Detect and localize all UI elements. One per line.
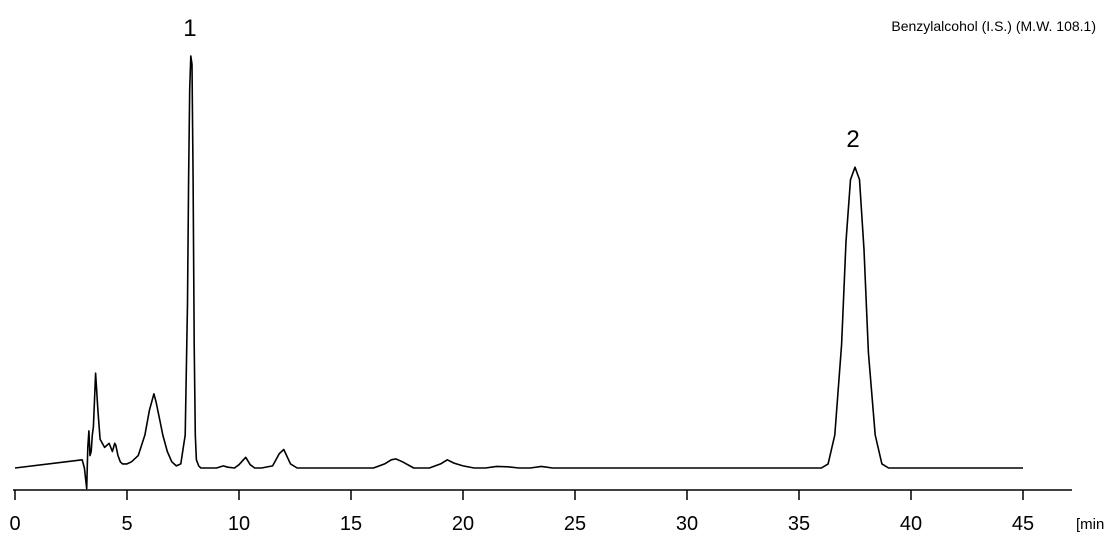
x-tick-label-10: 10 xyxy=(228,513,250,534)
x-tick-label-0: 0 xyxy=(9,513,20,534)
internal-standard-note: Benzylalcohol (I.S.) (M.W. 108.1) xyxy=(891,18,1096,34)
x-tick-label-40: 40 xyxy=(900,513,922,534)
x-axis-label: [min] xyxy=(1076,516,1104,533)
x-tick-label-35: 35 xyxy=(788,513,810,534)
x-tick-label-25: 25 xyxy=(564,513,586,534)
chromatogram-trace xyxy=(14,55,1023,490)
x-tick-label-5: 5 xyxy=(121,513,132,534)
peak-label-1: 1 xyxy=(183,15,196,42)
x-tick-label-20: 20 xyxy=(452,513,474,534)
peak-labels: 12 xyxy=(183,15,859,153)
x-axis-ticks xyxy=(14,490,1024,500)
x-axis-tick-labels: 0 5 10 15 20 25 30 35 40 45 xyxy=(9,513,1034,535)
x-tick-label-15: 15 xyxy=(340,513,362,534)
x-tick-label-45: 45 xyxy=(1012,513,1034,534)
x-tick-label-30: 30 xyxy=(676,513,698,534)
peak-label-2: 2 xyxy=(846,126,859,153)
